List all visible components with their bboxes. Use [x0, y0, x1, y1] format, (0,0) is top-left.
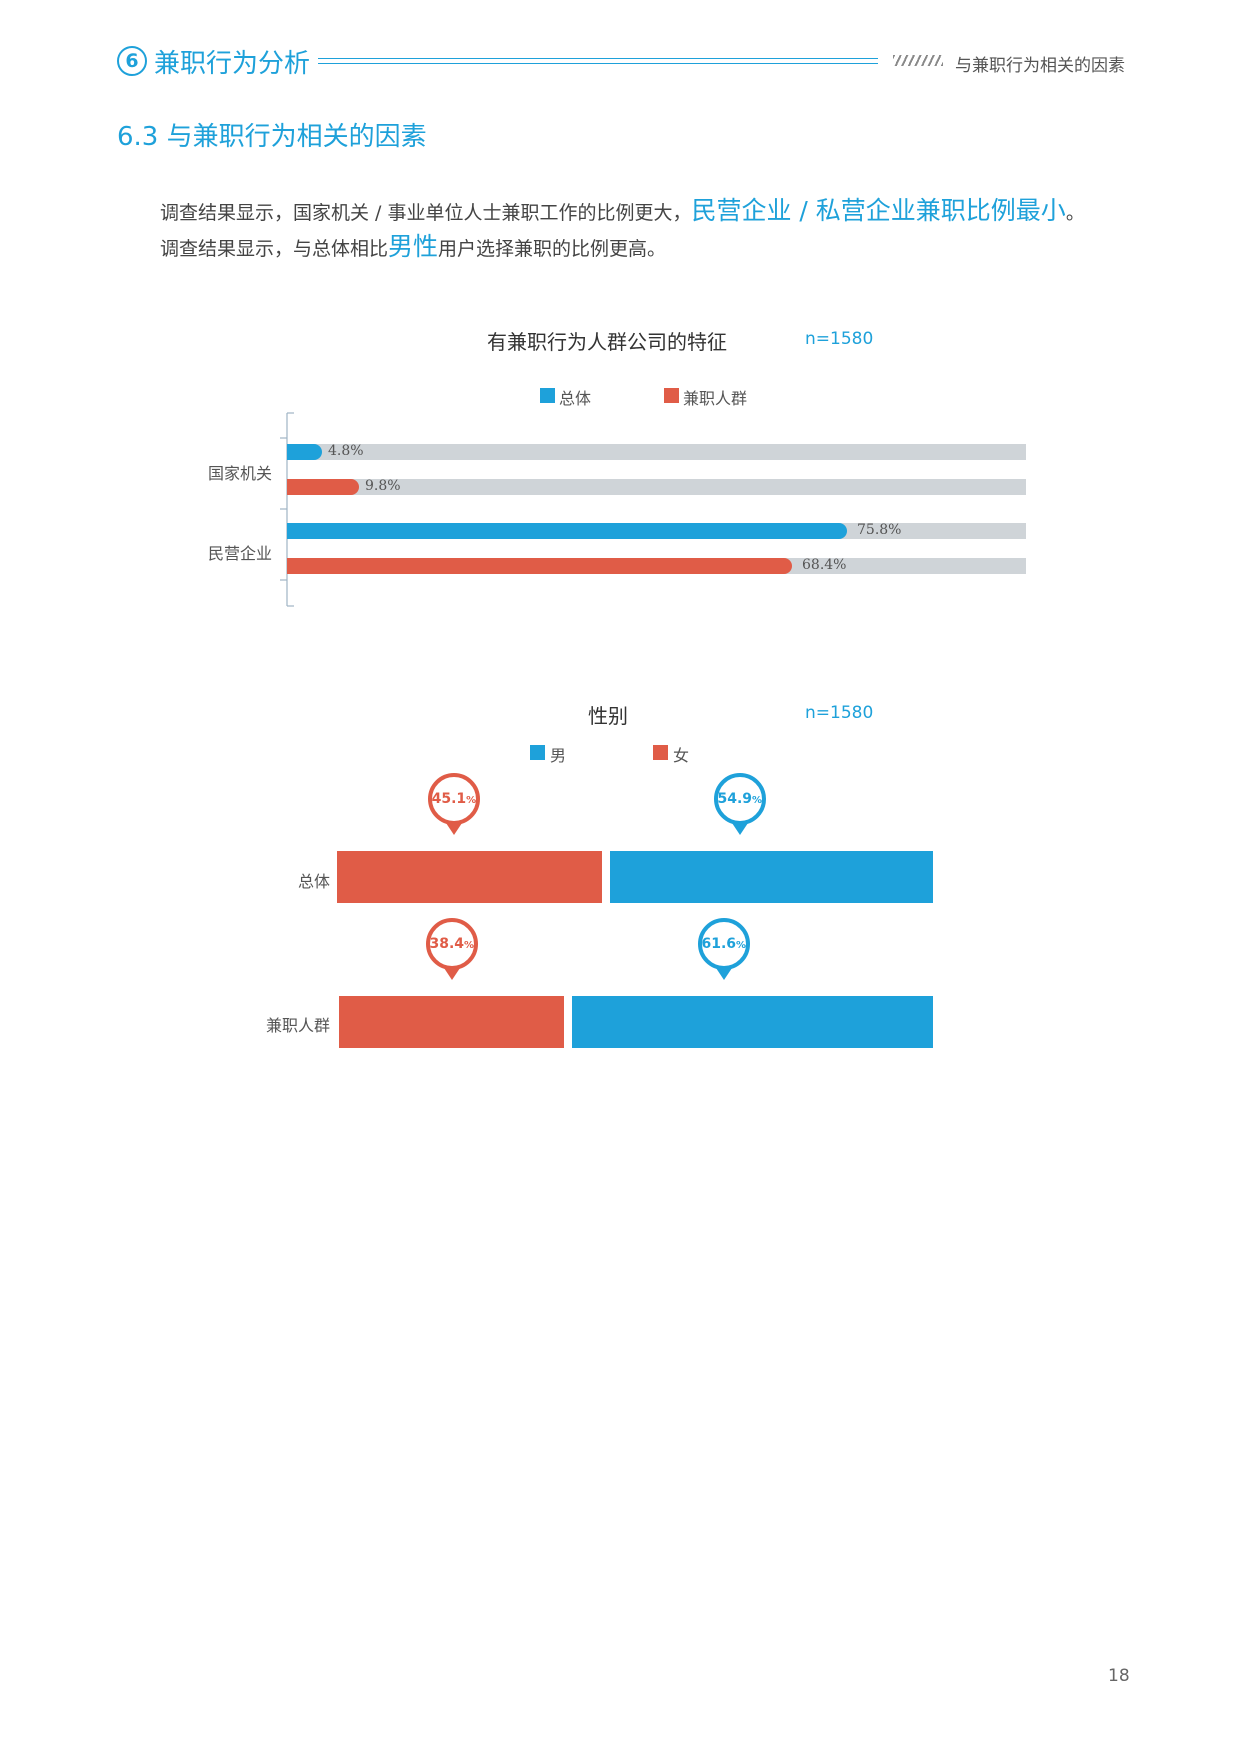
chart2-pin-female: 38.4% [425, 918, 478, 970]
chart2-pin-unit: % [736, 940, 747, 951]
chart1-axis-bracket [280, 412, 294, 607]
chart1-category-label-1: 民营企业 [207, 544, 272, 563]
chart2-legend-swatch-male [530, 745, 545, 760]
chart2-legend-swatch-female [653, 745, 668, 760]
subsection-title: 6.3 与兼职行为相关的因素 [117, 122, 427, 152]
chart2-bar-male [572, 996, 933, 1048]
chart1-value-label: 4.8% [328, 443, 364, 459]
chart1-legend-label-overall: 总体 [559, 389, 592, 408]
chart2-title: 性别 [588, 704, 628, 728]
chart2-category-label-1: 兼职人群 [265, 1016, 330, 1035]
chart1-track [287, 444, 1026, 460]
chart1-legend-label-parttime: 兼职人群 [683, 389, 748, 408]
chart2-pin-value: 61.6 [701, 936, 737, 952]
chart2-legend-label-female: 女 [673, 746, 690, 765]
chart1-legend-swatch-parttime [664, 388, 679, 403]
paragraph-line-2-suffix: 用户选择兼职的比例更高。 [438, 238, 667, 260]
page-number: 18 [1108, 1666, 1130, 1686]
paragraph-line-2-prefix: 调查结果显示，与总体相比 [160, 238, 389, 260]
chart1-legend-swatch-overall [540, 388, 555, 403]
chart2-pin-male: 61.6% [697, 918, 750, 970]
chart2-bar-female [339, 996, 564, 1048]
chart1-value-label: 9.8% [365, 478, 401, 494]
chart2-pin-value: 38.4 [429, 936, 465, 952]
header-rule-bottom [318, 63, 878, 64]
paragraph-line-1-highlight: 民营企业 / 私营企业兼职比例最小 [691, 196, 1066, 225]
chart2-bar-female [337, 851, 602, 903]
chart1-value-label: 75.8% [857, 522, 902, 538]
chart2-pin-tip-male [731, 823, 748, 835]
chart2-pin-male: 54.9% [713, 773, 766, 825]
paragraph-line-2: 调查结果显示，与总体相比男性用户选择兼职的比例更高。 [160, 227, 666, 263]
chart1-bar [287, 558, 792, 574]
header-right-text: 与兼职行为相关的因素 [955, 56, 1125, 76]
paragraph-line-1-suffix: 。 [1065, 202, 1085, 224]
paragraph-line-2-highlight: 男性 [388, 232, 439, 261]
chart1-bar [287, 479, 359, 495]
chart1-n-label: n=1580 [805, 329, 874, 349]
chart2-pin-unit: % [466, 795, 477, 806]
chart2-pin-unit: % [752, 795, 763, 806]
paragraph-line-1-prefix: 调查结果显示，国家机关 / 事业单位人士兼职工作的比例更大， [160, 202, 692, 224]
header-hatch-decoration [893, 55, 943, 66]
chart2-pin-tip-female [443, 968, 460, 980]
chart2-pin-value: 45.1 [431, 791, 467, 807]
chart2-pin-tip-male [715, 968, 732, 980]
chart2-pin-tip-female [445, 823, 462, 835]
header-rule-top [318, 58, 878, 59]
chart1-title: 有兼职行为人群公司的特征 [487, 330, 727, 354]
chart2-legend-label-male: 男 [550, 746, 567, 765]
chart1-track [287, 479, 1026, 495]
chart2-pin-unit: % [464, 940, 475, 951]
chart2-pin-female: 45.1% [427, 773, 480, 825]
chart2-bar-male [610, 851, 933, 903]
paragraph-line-1: 调查结果显示，国家机关 / 事业单位人士兼职工作的比例更大，民营企业 / 私营企… [160, 191, 1085, 227]
chart1-bar [287, 523, 847, 539]
chart2-n-label: n=1580 [805, 703, 874, 723]
section-title: 兼职行为分析 [154, 49, 311, 79]
chart1-value-label: 68.4% [802, 557, 847, 573]
chart2-category-label-0: 总体 [297, 872, 330, 891]
chart1-category-label-0: 国家机关 [207, 464, 272, 483]
chart2-pin-value: 54.9 [717, 791, 753, 807]
chart1-bar [287, 444, 322, 460]
section-number-badge: 6 [117, 46, 147, 76]
